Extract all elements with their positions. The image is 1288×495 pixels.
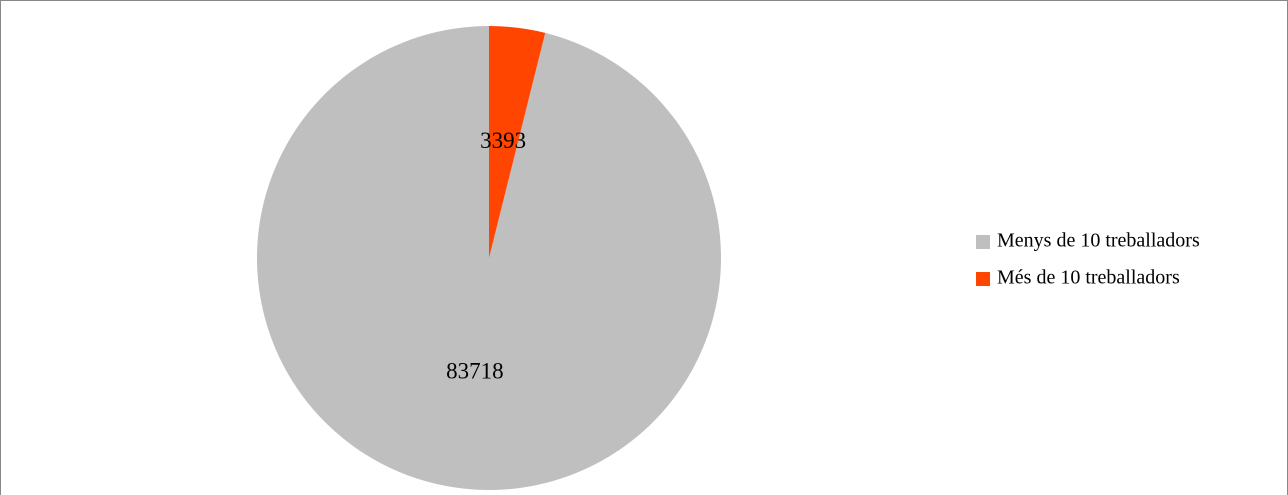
data-label: 3393 [480,128,526,153]
legend-swatch [976,235,990,249]
data-label: 83718 [446,358,504,383]
legend-label: Menys de 10 treballadors [997,230,1200,252]
legend-swatch [976,272,990,286]
pie-slice [489,26,546,258]
legend-label: Més de 10 treballadors [997,267,1180,289]
